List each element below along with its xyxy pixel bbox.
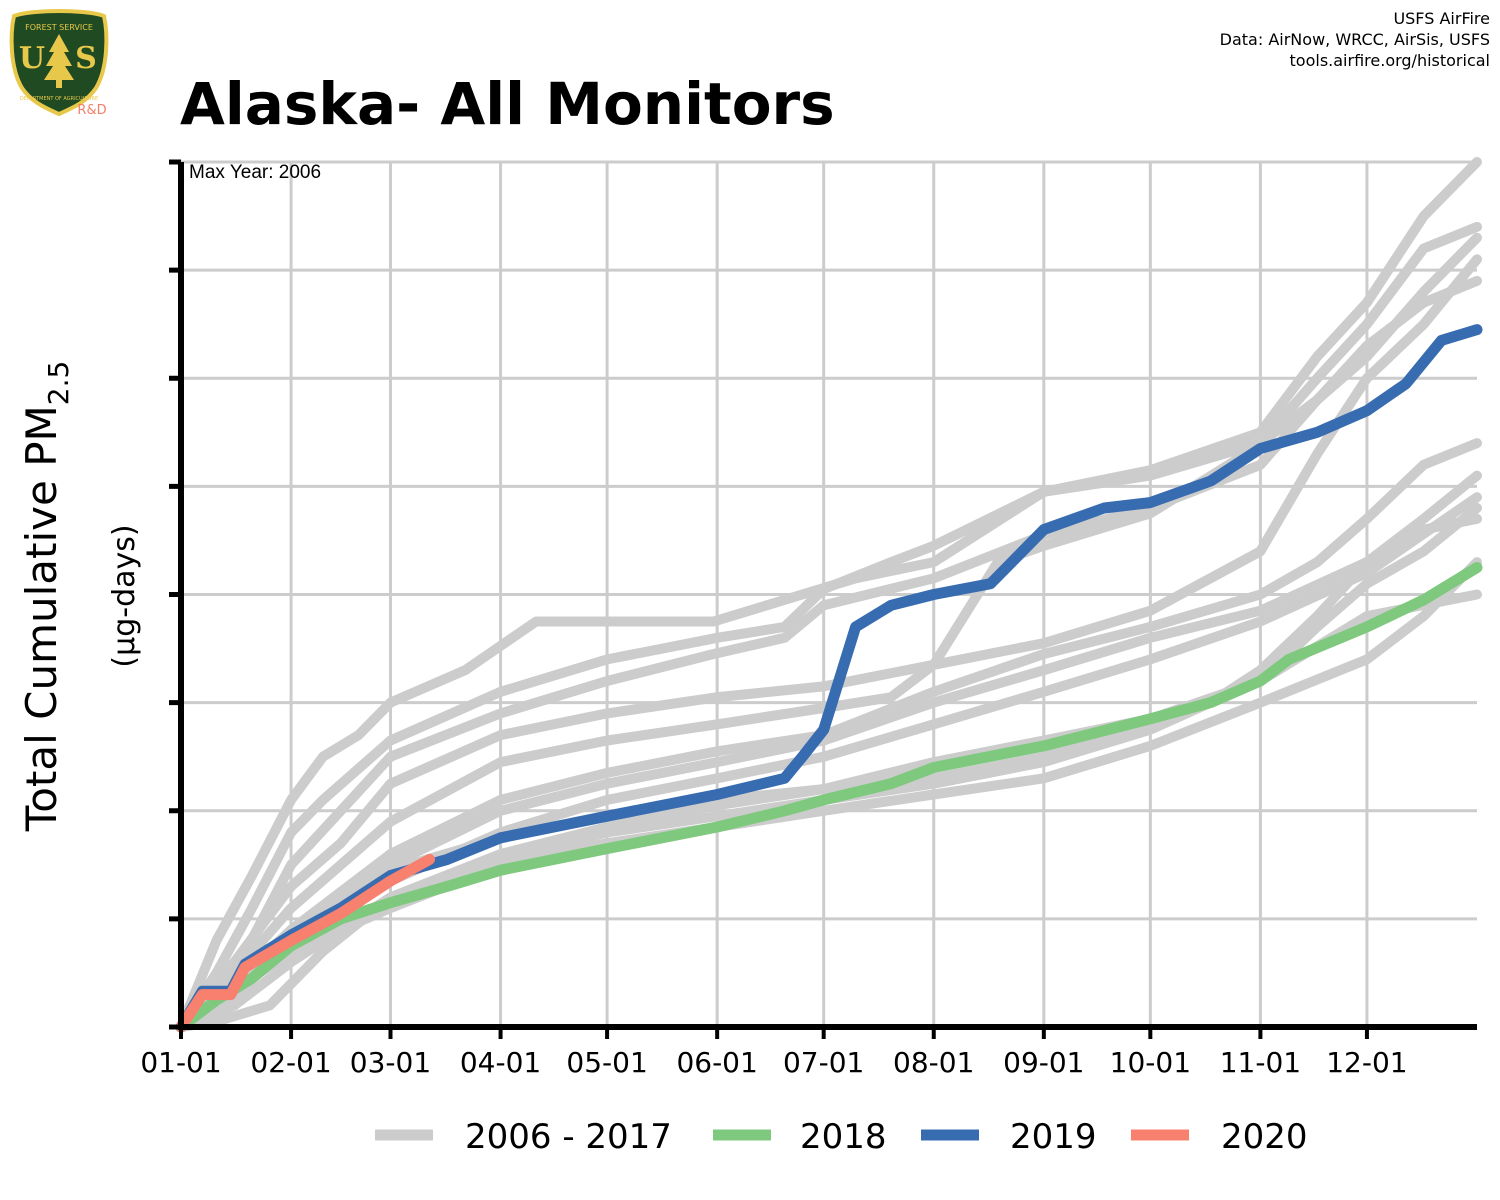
x-tick-label: 08-01 bbox=[893, 1046, 974, 1079]
series-line-2006-2017-0 bbox=[176, 157, 1482, 1032]
series-layer bbox=[175, 157, 1483, 1033]
logo-text-bottom: DEPARTMENT OF AGRICULTURE bbox=[20, 96, 98, 102]
x-tick-label: 07-01 bbox=[783, 1046, 864, 1079]
forest-service-logo: FOREST SERVICE U S DEPARTMENT OF AGRICUL… bbox=[8, 8, 110, 118]
series-line-2020-14 bbox=[175, 853, 435, 1033]
x-tick-label: 01-01 bbox=[140, 1046, 221, 1079]
y-axis-label: Total Cumulative PM2.5 bbox=[17, 361, 75, 833]
credit-line-url: tools.airfire.org/historical bbox=[1289, 51, 1490, 70]
credit-line-source: USFS AirFire bbox=[1393, 9, 1490, 28]
x-tick-label: 03-01 bbox=[350, 1046, 431, 1079]
x-tick-label: 06-01 bbox=[676, 1046, 757, 1079]
logo-rd-label: R&D bbox=[77, 103, 106, 118]
series-line-2006-2017-4 bbox=[176, 275, 1482, 1032]
forest-service-shield-icon: FOREST SERVICE U S DEPARTMENT OF AGRICUL… bbox=[9, 8, 109, 118]
x-tick-label: 04-01 bbox=[460, 1046, 541, 1079]
legend-label: 2018 bbox=[800, 1117, 887, 1157]
logo-letter-right: S bbox=[75, 41, 97, 76]
y-axis-title-subscript: 2.5 bbox=[42, 361, 75, 406]
legend-label: 2020 bbox=[1221, 1117, 1308, 1157]
legend: 2006 - 2017 2018 2019 2020 bbox=[375, 1117, 1308, 1157]
x-tick-label: 02-01 bbox=[250, 1046, 331, 1079]
axes bbox=[169, 159, 1477, 1039]
logo-letter-left: U bbox=[19, 41, 45, 76]
logo-text-top: FOREST SERVICE bbox=[25, 23, 93, 32]
x-tick-label: 05-01 bbox=[566, 1046, 647, 1079]
legend-label: 2006 - 2017 bbox=[465, 1117, 672, 1157]
y-axis-title-main: Total Cumulative PM bbox=[17, 405, 66, 832]
tree-icon bbox=[44, 34, 74, 88]
series-line-2006-2017-1 bbox=[176, 221, 1482, 1032]
y-axis-title: Total Cumulative PM2.5 bbox=[17, 361, 75, 833]
legend-label: 2019 bbox=[1010, 1117, 1097, 1157]
x-tick-label: 09-01 bbox=[1003, 1046, 1084, 1079]
max-year-annotation: Max Year: 2006 bbox=[189, 162, 321, 183]
x-tick-labels: 01-01 02-01 03-01 04-01 05-01 06-01 07-01 08-01… bbox=[140, 1046, 1407, 1079]
x-tick-label: 12-01 bbox=[1326, 1046, 1407, 1079]
x-tick-label: 10-01 bbox=[1110, 1046, 1191, 1079]
chart-title: Alaska- All Monitors bbox=[180, 70, 835, 138]
y-axis-unit: (µg-days) bbox=[107, 524, 142, 667]
x-tick-label: 11-01 bbox=[1220, 1046, 1301, 1079]
credit-line-data: Data: AirNow, WRCC, AirSis, USFS bbox=[1219, 30, 1490, 49]
credits: USFS AirFire Data: AirNow, WRCC, AirSis,… bbox=[1220, 8, 1490, 71]
series-line-2006-2017-5 bbox=[176, 438, 1482, 1032]
